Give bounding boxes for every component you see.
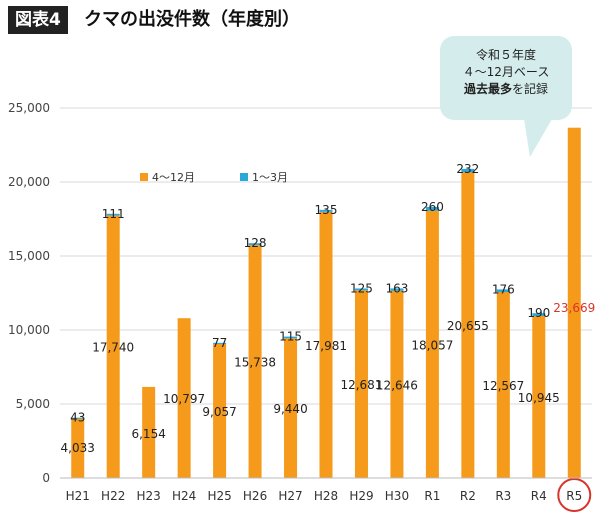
y-tick-label: 15,000 — [8, 249, 50, 263]
legend-label: 4～12月 — [152, 171, 195, 184]
data-label-apr-dec: 10,797 — [163, 392, 205, 406]
y-tick-label: 0 — [42, 471, 50, 485]
data-label-jan-mar: 232 — [456, 162, 479, 176]
chart-title: クマの出没件数（年度別） — [84, 9, 300, 30]
bar-apr-dec — [248, 245, 262, 478]
data-label-jan-mar: 111 — [102, 207, 125, 221]
bar-apr-dec — [532, 316, 546, 478]
callout-bubble: 令和５年度 ４～12月ベース 過去最多を記録 — [440, 36, 572, 120]
chart-header: 図表4 クマの出没件数（年度別） — [0, 0, 600, 40]
data-label-apr-dec: 6,154 — [131, 427, 165, 441]
data-label-apr-dec: 17,740 — [92, 341, 134, 355]
callout-line-2: ４～12月ベース — [462, 65, 550, 79]
bar-jan-mar — [496, 289, 510, 293]
bar-apr-dec — [177, 318, 191, 478]
x-tick-label: H22 — [101, 489, 125, 503]
legend-swatch — [240, 173, 248, 181]
x-tick-label: H27 — [278, 489, 302, 503]
data-label-apr-dec: 12,567 — [482, 379, 524, 393]
data-label-apr-dec: 12,681 — [340, 378, 382, 392]
x-tick-label: H21 — [66, 489, 90, 503]
x-tick-label: R3 — [495, 489, 511, 503]
bar-apr-dec — [142, 386, 156, 478]
bar-jan-mar — [461, 168, 475, 173]
x-tick-label: R4 — [531, 489, 547, 503]
bar-jan-mar — [106, 213, 120, 216]
bar-apr-dec — [461, 172, 475, 478]
data-label-jan-mar: 176 — [492, 282, 515, 296]
x-tick-label: H25 — [207, 489, 231, 503]
figure-badge: 図表4 — [8, 6, 68, 34]
data-label-apr-dec: 9,440 — [273, 402, 307, 416]
bar-apr-dec — [213, 343, 227, 478]
data-label-jan-mar: 43 — [70, 411, 85, 425]
x-tick-label: R2 — [460, 489, 476, 503]
x-tick-label: H26 — [243, 489, 267, 503]
legend-swatch — [140, 173, 148, 181]
bar-jan-mar — [390, 288, 404, 291]
data-label-apr-dec: 12,646 — [376, 378, 418, 392]
data-label-jan-mar: 260 — [421, 200, 444, 214]
data-label-jan-mar: 135 — [315, 203, 338, 217]
data-label-jan-mar: 115 — [279, 330, 302, 344]
y-tick-label: 20,000 — [8, 175, 50, 189]
x-tick-label: H29 — [349, 489, 373, 503]
callout-line-3: 過去最多を記録 — [440, 81, 572, 98]
bar-jan-mar — [213, 342, 227, 344]
highlight-circle — [557, 478, 592, 512]
bar-jan-mar — [71, 417, 85, 419]
bar-apr-dec — [354, 290, 368, 478]
data-label-apr-dec: 4,033 — [61, 441, 95, 455]
x-tick-label: H23 — [137, 489, 161, 503]
bar-jan-mar — [319, 209, 333, 212]
bar-apr-dec — [319, 211, 333, 478]
data-label-apr-dec: 23,669 — [553, 301, 595, 315]
data-label-apr-dec: 9,057 — [202, 405, 236, 419]
data-label-apr-dec: 20,655 — [447, 319, 489, 333]
x-tick-label: H24 — [172, 489, 196, 503]
bar-jan-mar — [284, 336, 298, 339]
x-tick-label: H28 — [314, 489, 338, 503]
bar-apr-dec — [284, 338, 298, 478]
x-tick-label: R5 — [566, 489, 582, 503]
bar-apr-dec — [71, 418, 85, 478]
data-label-apr-dec: 18,057 — [411, 338, 453, 352]
bar-jan-mar — [532, 313, 546, 317]
data-label-jan-mar: 163 — [385, 281, 408, 295]
y-tick-label: 25,000 — [8, 101, 50, 115]
data-label-apr-dec: 15,738 — [234, 356, 276, 370]
bar-apr-dec — [425, 210, 439, 478]
bar-apr-dec — [496, 292, 510, 478]
data-label-jan-mar: 128 — [244, 236, 267, 250]
data-label-apr-dec: 10,945 — [518, 391, 560, 405]
data-label-jan-mar: 190 — [527, 306, 550, 320]
data-label-jan-mar: 77 — [212, 336, 227, 350]
callout-line-1: 令和５年度 — [475, 48, 536, 62]
bar-jan-mar — [248, 243, 262, 246]
bar-apr-dec — [567, 127, 581, 479]
y-tick-label: 5,000 — [16, 397, 50, 411]
data-label-apr-dec: 17,981 — [305, 339, 347, 353]
y-tick-label: 10,000 — [8, 323, 50, 337]
callout-highlight: 過去最多 — [463, 82, 512, 96]
legend-label: 1～3月 — [252, 171, 288, 184]
x-tick-label: R1 — [424, 489, 440, 503]
bar-apr-dec — [106, 215, 120, 478]
bar-jan-mar — [425, 206, 439, 211]
callout-line-3-rest: を記録 — [512, 82, 549, 96]
data-label-jan-mar: 125 — [350, 281, 373, 295]
bar-jan-mar — [354, 288, 368, 291]
bar-apr-dec — [390, 290, 404, 478]
x-tick-label: H30 — [385, 489, 409, 503]
